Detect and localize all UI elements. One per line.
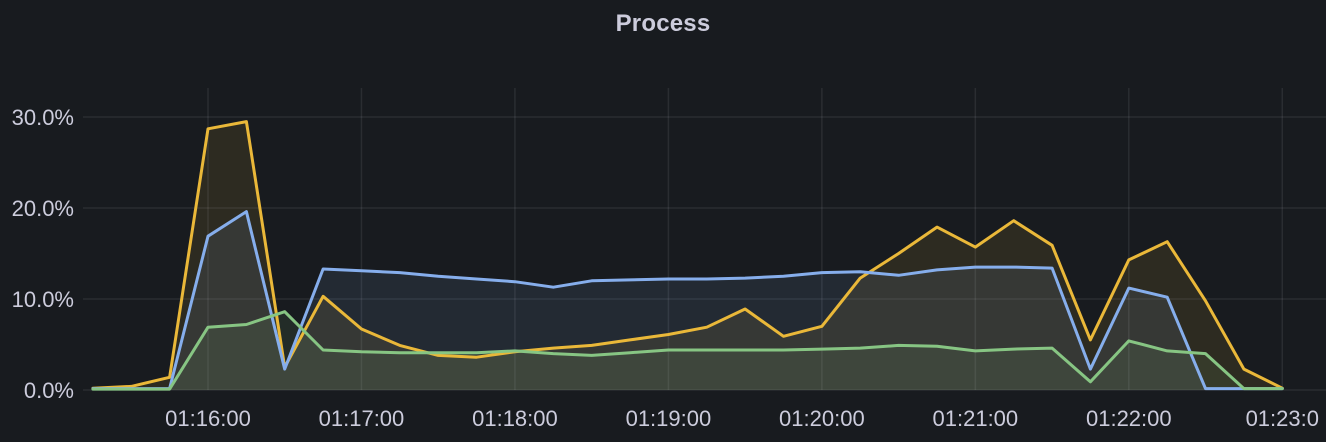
x-tick-label-3: 01:19:00: [626, 406, 712, 431]
x-tick-label-1: 01:17:00: [319, 406, 405, 431]
x-tick-label-5: 01:21:00: [933, 406, 1019, 431]
x-tick-label-7: 01:23:0: [1246, 406, 1319, 431]
series-area-blue: [92, 211, 1283, 390]
x-tick-label-6: 01:22:00: [1086, 406, 1172, 431]
y-tick-label-1: 20.0%: [12, 196, 74, 221]
series-area-yellow: [92, 121, 1283, 390]
y-tick-label-0: 30.0%: [12, 105, 74, 130]
x-tick-label-4: 01:20:00: [779, 406, 865, 431]
series-line-blue: [91, 210, 1284, 391]
series-line-green: [91, 310, 1284, 391]
panel-title[interactable]: Process: [615, 10, 711, 37]
x-tick-label-0: 01:16:00: [165, 406, 251, 431]
y-tick-label-3: 0.0%: [24, 378, 74, 403]
x-tick-label-2: 01:18:00: [472, 406, 558, 431]
y-tick-label-2: 10.0%: [12, 287, 74, 312]
